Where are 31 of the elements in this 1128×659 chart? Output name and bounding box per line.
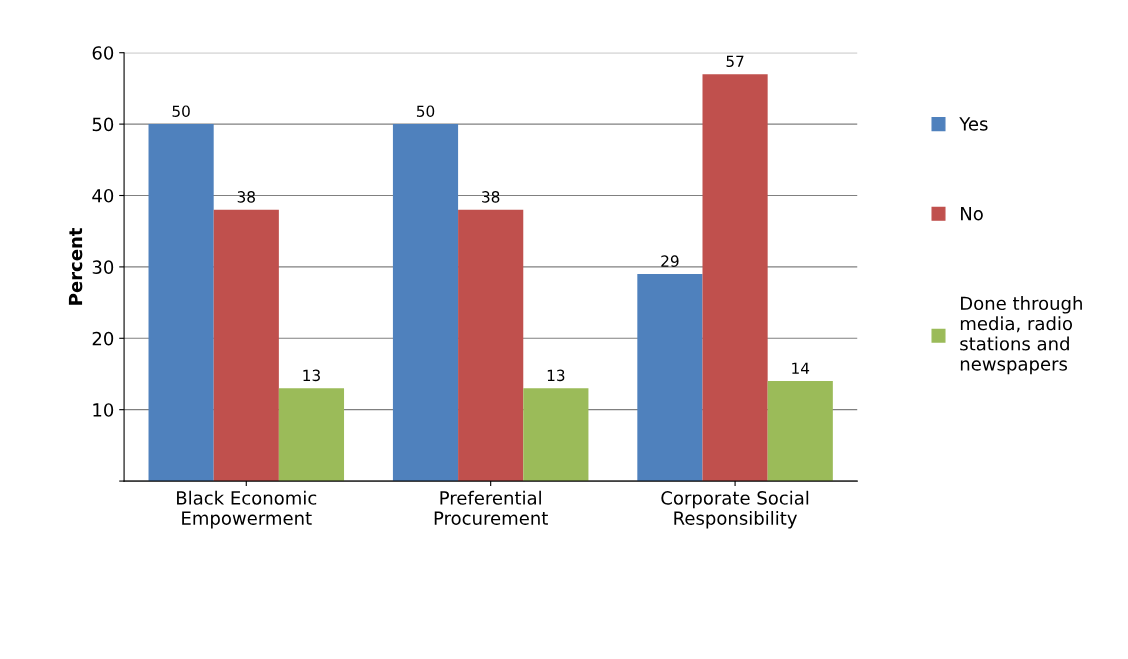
data-label: 57: [726, 55, 744, 68]
y-tick-label: 10: [93, 403, 114, 417]
x-tick-label: Corporate Social Responsibility: [661, 490, 809, 529]
bar: [767, 381, 833, 482]
data-label: 38: [237, 191, 255, 203]
bar: [392, 124, 459, 482]
data-label: 50: [172, 105, 190, 117]
data-label: 14: [792, 362, 810, 374]
y-tick-label: 20: [92, 331, 114, 346]
legend-label: Yes: [959, 117, 988, 131]
legend-label: Done through media, radio stations and newspapers: [960, 296, 1082, 375]
bar: [213, 209, 279, 482]
bar: [148, 124, 214, 482]
bar: [523, 388, 589, 482]
data-label: 13: [303, 369, 320, 382]
data-label: 13: [547, 369, 565, 382]
legend-label: No: [961, 206, 983, 221]
bar: [458, 209, 524, 482]
y-tick-label: 60: [92, 46, 114, 60]
y-tick-label: 30: [92, 260, 114, 275]
y-axis-title: Percent: [68, 227, 83, 305]
bar: [702, 74, 768, 482]
x-tick-label: Preferential Procurement: [434, 490, 548, 525]
x-tick-label: Black Economic Empowerment: [177, 490, 317, 529]
y-tick-label: 40: [92, 188, 114, 203]
y-tick-label: 50: [92, 117, 114, 132]
data-label: 29: [661, 255, 679, 267]
data-label: 38: [482, 191, 500, 203]
data-label: 50: [416, 105, 435, 117]
bar: [278, 388, 345, 482]
bar: [637, 274, 703, 482]
